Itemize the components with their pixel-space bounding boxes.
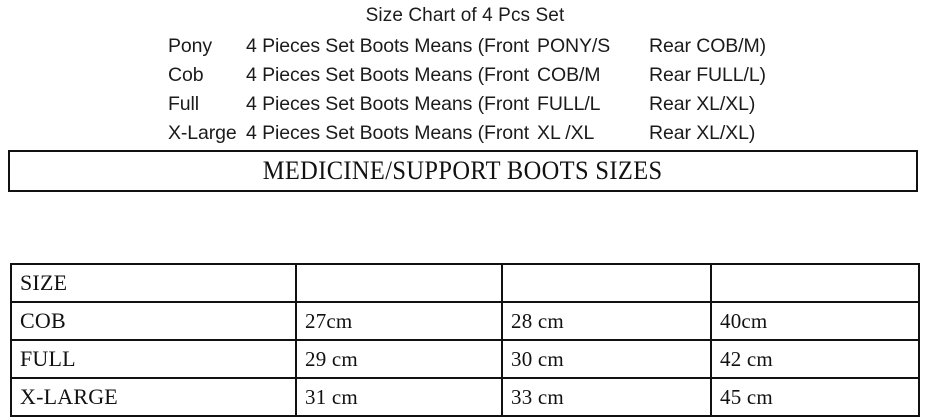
- description-front-size: PONY/S: [537, 35, 611, 57]
- description-size-name: Pony: [168, 35, 213, 57]
- page-title: Size Chart of 4 Pcs Set: [365, 5, 565, 26]
- medicine-support-boots-banner: MEDICINE/SUPPORT BOOTS SIZES: [8, 150, 918, 192]
- table-header-col3: [501, 263, 712, 303]
- size-table: SIZE COB 27cm 28 cm 40cm FULL 29 cm 30 c…: [10, 263, 920, 417]
- description-size-name: X-Large: [168, 122, 237, 144]
- table-cell-measure-2: 28 cm: [501, 301, 712, 341]
- table-cell-size-label: X-LARGE: [10, 377, 297, 417]
- table-cell-measure-3: 42 cm: [710, 339, 920, 379]
- description-front-size: XL /XL: [537, 122, 595, 144]
- description-rear-size: Rear COB/M): [649, 35, 767, 57]
- table-cell-measure-1: 29 cm: [295, 339, 503, 379]
- description-main-text: 4 Pieces Set Boots Means (Front: [246, 93, 530, 115]
- table-cell-measure-2: 30 cm: [501, 339, 712, 379]
- list-item: Full 4 Pieces Set Boots Means (Front FUL…: [168, 90, 930, 119]
- table-header-col4: [710, 263, 920, 303]
- description-rear-size: Rear XL/XL): [649, 122, 756, 144]
- table-cell-size-label: FULL: [10, 339, 297, 379]
- table-header-size: SIZE: [10, 263, 297, 303]
- banner-title: MEDICINE/SUPPORT BOOTS SIZES: [263, 156, 663, 185]
- table-row: SIZE: [10, 263, 920, 303]
- table-cell-measure-1: 27cm: [295, 301, 503, 341]
- description-rear-size: Rear FULL/L): [649, 64, 766, 86]
- table-header-col2: [295, 263, 503, 303]
- table-row: X-LARGE 31 cm 33 cm 45 cm: [10, 377, 920, 417]
- table-row: COB 27cm 28 cm 40cm: [10, 301, 920, 341]
- list-item: X-Large 4 Pieces Set Boots Means (Front …: [168, 119, 930, 148]
- size-table-container: SIZE COB 27cm 28 cm 40cm FULL 29 cm 30 c…: [10, 263, 920, 417]
- table-cell-measure-3: 45 cm: [710, 377, 920, 417]
- table-cell-measure-2: 33 cm: [501, 377, 712, 417]
- description-front-size: FULL/L: [537, 93, 601, 115]
- description-rear-size: Rear XL/XL): [649, 93, 756, 115]
- set-description-list: Pony 4 Pieces Set Boots Means (Front PON…: [0, 32, 930, 148]
- table-cell-measure-3: 40cm: [710, 301, 920, 341]
- description-main-text: 4 Pieces Set Boots Means (Front: [246, 35, 530, 57]
- description-front-size: COB/M: [537, 64, 601, 86]
- list-item: Pony 4 Pieces Set Boots Means (Front PON…: [168, 32, 930, 61]
- table-cell-measure-1: 31 cm: [295, 377, 503, 417]
- table-cell-size-label: COB: [10, 301, 297, 341]
- size-chart-intro-block: Size Chart of 4 Pcs Set Pony 4 Pieces Se…: [0, 0, 930, 148]
- table-row: FULL 29 cm 30 cm 42 cm: [10, 339, 920, 379]
- description-main-text: 4 Pieces Set Boots Means (Front: [246, 122, 530, 144]
- description-size-name: Full: [168, 93, 200, 115]
- description-size-name: Cob: [168, 64, 204, 86]
- list-item: Cob 4 Pieces Set Boots Means (Front COB/…: [168, 61, 930, 90]
- description-main-text: 4 Pieces Set Boots Means (Front: [246, 64, 530, 86]
